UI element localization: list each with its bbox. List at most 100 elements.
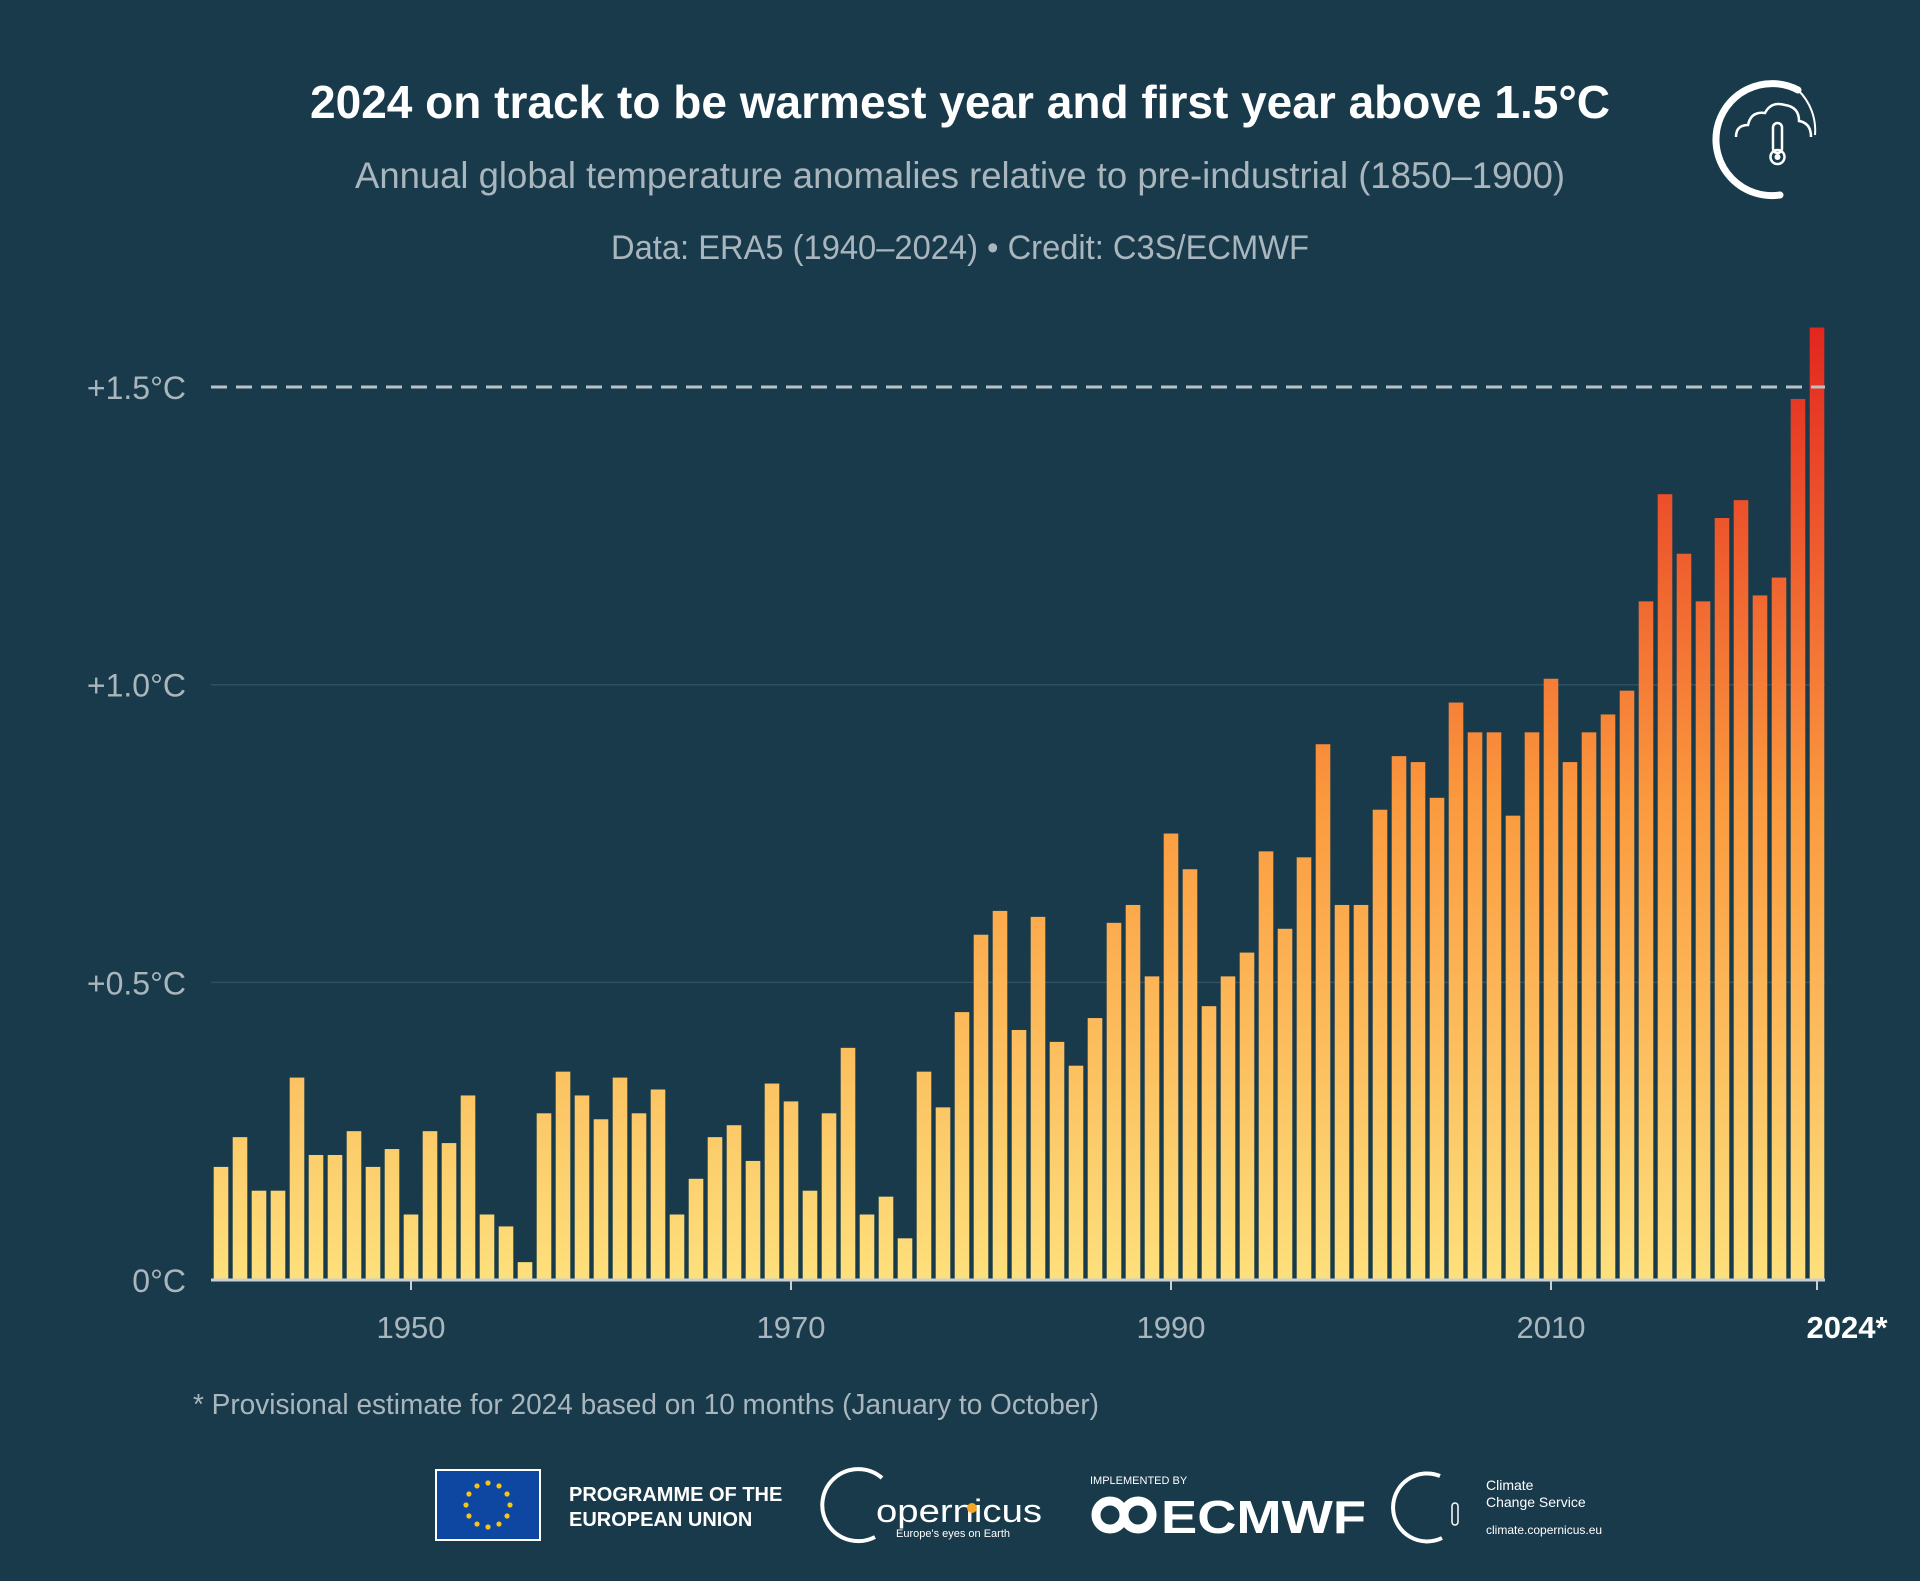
- bar-1970: [783, 1101, 799, 1280]
- bar-1957: [536, 1113, 552, 1280]
- y-axis: 0°C +0.5°C +1.0°C +1.5°C: [87, 370, 186, 1299]
- bar-1966: [707, 1137, 723, 1280]
- eu-star-icon: [485, 1480, 491, 1486]
- eu-stars-icon: [463, 1480, 513, 1530]
- bar-1969: [764, 1083, 780, 1280]
- bar-1979: [954, 1012, 970, 1280]
- bar-2012: [1581, 732, 1597, 1280]
- bar-2011: [1562, 762, 1578, 1280]
- bar-1956: [517, 1262, 533, 1280]
- bar-1990: [1163, 833, 1179, 1280]
- bar-1985: [1068, 1065, 1084, 1280]
- bar-1946: [327, 1154, 343, 1280]
- eu-text-line2: EUROPEAN UNION: [569, 1509, 752, 1531]
- copernicus-logo: opernicus Europe's eyes on Earth: [820, 1467, 1042, 1544]
- eu-star-icon: [463, 1502, 469, 1508]
- bar-1996: [1277, 928, 1293, 1280]
- bar-1971: [802, 1190, 818, 1280]
- bar-1950: [403, 1214, 419, 1280]
- footnote: * Provisional estimate for 2024 based on…: [193, 1389, 1099, 1421]
- bar-1993: [1220, 976, 1236, 1280]
- x-tick-label: 1970: [757, 1310, 826, 1345]
- ecmwf-implemented-by: IMPLEMENTED BY: [1090, 1475, 1188, 1487]
- x-tick-label: 2010: [1517, 1310, 1586, 1345]
- bar-2016: [1657, 494, 1673, 1281]
- eu-star-icon: [474, 1521, 480, 1527]
- c3s-url: climate.copernicus.eu: [1486, 1523, 1602, 1537]
- c3s-footer-icon: [1391, 1471, 1443, 1544]
- bars: [213, 327, 1825, 1281]
- bar-1965: [688, 1178, 704, 1280]
- bar-1973: [840, 1047, 856, 1280]
- copernicus-arc-icon: [820, 1467, 884, 1544]
- bar-1958: [555, 1071, 571, 1280]
- bar-1981: [992, 910, 1008, 1280]
- bar-1948: [365, 1166, 381, 1280]
- eu-star-icon: [504, 1513, 510, 1519]
- bar-1997: [1296, 857, 1312, 1280]
- c3s-line2: Change Service: [1486, 1494, 1586, 1510]
- bar-2005: [1448, 702, 1464, 1280]
- bar-2009: [1524, 732, 1540, 1280]
- eu-star-icon: [504, 1491, 510, 1497]
- bar-1952: [441, 1143, 457, 1280]
- eu-logo: PROGRAMME OF THE EUROPEAN UNION: [435, 1469, 782, 1541]
- c3s-line1: Climate: [1486, 1477, 1534, 1493]
- bar-1944: [289, 1077, 305, 1280]
- eu-star-icon: [496, 1483, 502, 1489]
- copernicus-tagline: Europe's eyes on Earth: [896, 1528, 1010, 1540]
- bar-1991: [1182, 869, 1198, 1280]
- bar-1974: [859, 1214, 875, 1280]
- copernicus-dot-icon: [967, 1503, 977, 1513]
- bar-1987: [1106, 922, 1122, 1280]
- x-tick-label: 1990: [1137, 1310, 1206, 1345]
- x-axis: 1950 1970 1990 2010 2024*: [377, 1280, 1888, 1345]
- bar-1977: [916, 1071, 932, 1280]
- y-tick-label: 0°C: [132, 1263, 186, 1299]
- bar-1955: [498, 1226, 514, 1280]
- bar-2000: [1353, 904, 1369, 1280]
- x-tick-label: 2024*: [1806, 1310, 1888, 1345]
- bar-1976: [897, 1238, 913, 1280]
- bar-1947: [346, 1131, 362, 1280]
- bar-2002: [1391, 756, 1407, 1280]
- bar-1980: [973, 934, 989, 1280]
- bar-2007: [1486, 732, 1502, 1280]
- bar-1982: [1011, 1029, 1027, 1280]
- eu-star-icon: [507, 1502, 513, 1508]
- ecmwf-logo: IMPLEMENTED BY ECMWF: [1090, 1475, 1366, 1543]
- eu-star-icon: [466, 1491, 472, 1497]
- bar-1995: [1258, 851, 1274, 1280]
- chart-title: 2024 on track to be warmest year and fir…: [310, 76, 1610, 128]
- eu-star-icon: [496, 1521, 502, 1527]
- bar-1954: [479, 1214, 495, 1280]
- bar-1963: [650, 1089, 666, 1280]
- bar-2014: [1619, 690, 1635, 1280]
- bar-2003: [1410, 762, 1426, 1280]
- bar-2020: [1733, 500, 1749, 1281]
- ecmwf-symbol-icon: [1091, 1496, 1157, 1534]
- bar-2013: [1600, 714, 1616, 1280]
- bar-1940: [213, 1166, 229, 1280]
- bar-2006: [1467, 732, 1483, 1280]
- bar-1960: [593, 1119, 609, 1280]
- bar-2024: [1809, 327, 1825, 1280]
- eu-text-line1: PROGRAMME OF THE: [569, 1484, 782, 1506]
- eu-star-icon: [485, 1524, 491, 1530]
- bar-2019: [1714, 518, 1730, 1280]
- bar-1967: [726, 1125, 742, 1280]
- eu-star-icon: [474, 1483, 480, 1489]
- bar-1989: [1144, 976, 1160, 1280]
- copernicus-wordmark: opernicus: [876, 1493, 1042, 1529]
- eu-star-icon: [466, 1513, 472, 1519]
- bar-2015: [1638, 601, 1654, 1280]
- c3s-footer-logo: Climate Change Service climate.copernicu…: [1391, 1471, 1602, 1544]
- bar-1972: [821, 1113, 837, 1280]
- ecmwf-wordmark: ECMWF: [1161, 1491, 1366, 1543]
- bar-1961: [612, 1077, 628, 1280]
- bar-1994: [1239, 952, 1255, 1280]
- bar-1945: [308, 1154, 324, 1280]
- bar-1964: [669, 1214, 685, 1280]
- bar-2018: [1695, 601, 1711, 1280]
